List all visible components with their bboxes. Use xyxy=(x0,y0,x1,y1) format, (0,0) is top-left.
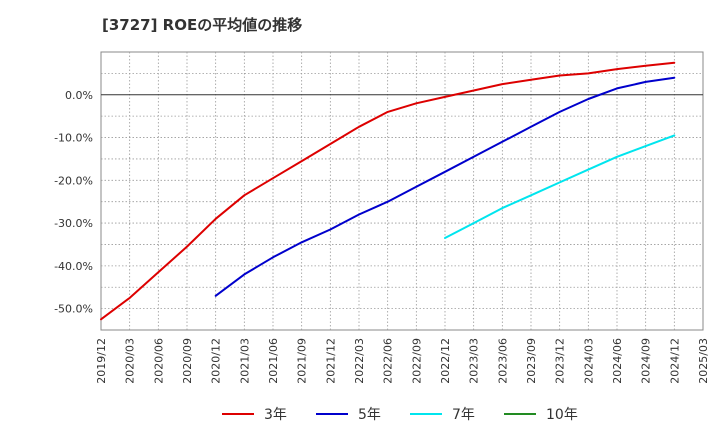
x-tick-label: 2020/12 xyxy=(210,338,223,384)
x-tick-label: 2022/06 xyxy=(382,338,395,384)
y-tick-label: -30.0% xyxy=(54,217,93,230)
x-tick-label: 2024/06 xyxy=(611,338,624,384)
x-tick-label: 2025/03 xyxy=(697,338,710,384)
x-tick-label: 2021/09 xyxy=(296,338,309,384)
series-layer xyxy=(100,61,676,321)
series-line-3年 xyxy=(100,61,676,321)
chart-title: [3727] ROEの平均値の推移 xyxy=(102,16,303,34)
legend-label: 3年 xyxy=(264,407,287,423)
series-line-7年 xyxy=(444,134,676,239)
x-tick-label: 2022/03 xyxy=(353,338,366,384)
legend-label: 7年 xyxy=(452,407,475,423)
x-tick-label: 2024/03 xyxy=(582,338,595,384)
x-tick-label: 2022/12 xyxy=(439,338,452,384)
y-tick-label: 0.0% xyxy=(65,89,93,102)
x-tick-label: 2024/09 xyxy=(640,338,653,384)
axis-layer: 0.0% -10.0% -20.0% -30.0% -40.0% -50.0% 2019/1… xyxy=(54,89,710,384)
x-tick-label: 2021/03 xyxy=(238,338,251,384)
x-tick-label: 2019/12 xyxy=(95,338,108,384)
x-tick-label: 2023/09 xyxy=(525,338,538,384)
x-tick-label: 2020/09 xyxy=(181,338,194,384)
grid-layer xyxy=(100,51,704,331)
x-tick-label: 2024/12 xyxy=(668,338,681,384)
legend: 3年 5年 7年 10年 xyxy=(222,407,578,423)
x-tick-label: 2022/09 xyxy=(410,338,423,384)
legend-label: 10年 xyxy=(546,407,578,423)
plot-area xyxy=(100,51,704,331)
y-tick-label: -10.0% xyxy=(54,132,93,145)
y-tick-label: -20.0% xyxy=(54,174,93,187)
x-tick-label: 2023/12 xyxy=(554,338,567,384)
legend-label: 5年 xyxy=(358,407,381,423)
x-tick-label: 2023/06 xyxy=(496,338,509,384)
x-tick-label: 2021/12 xyxy=(324,338,337,384)
x-tick-label: 2023/03 xyxy=(468,338,481,384)
series-line-5年 xyxy=(214,76,676,297)
x-tick-label: 2020/06 xyxy=(152,338,165,384)
y-tick-label: -50.0% xyxy=(54,303,93,316)
x-tick-label: 2021/06 xyxy=(267,338,280,384)
x-tick-label: 2020/03 xyxy=(124,338,137,384)
y-tick-label: -40.0% xyxy=(54,260,93,273)
